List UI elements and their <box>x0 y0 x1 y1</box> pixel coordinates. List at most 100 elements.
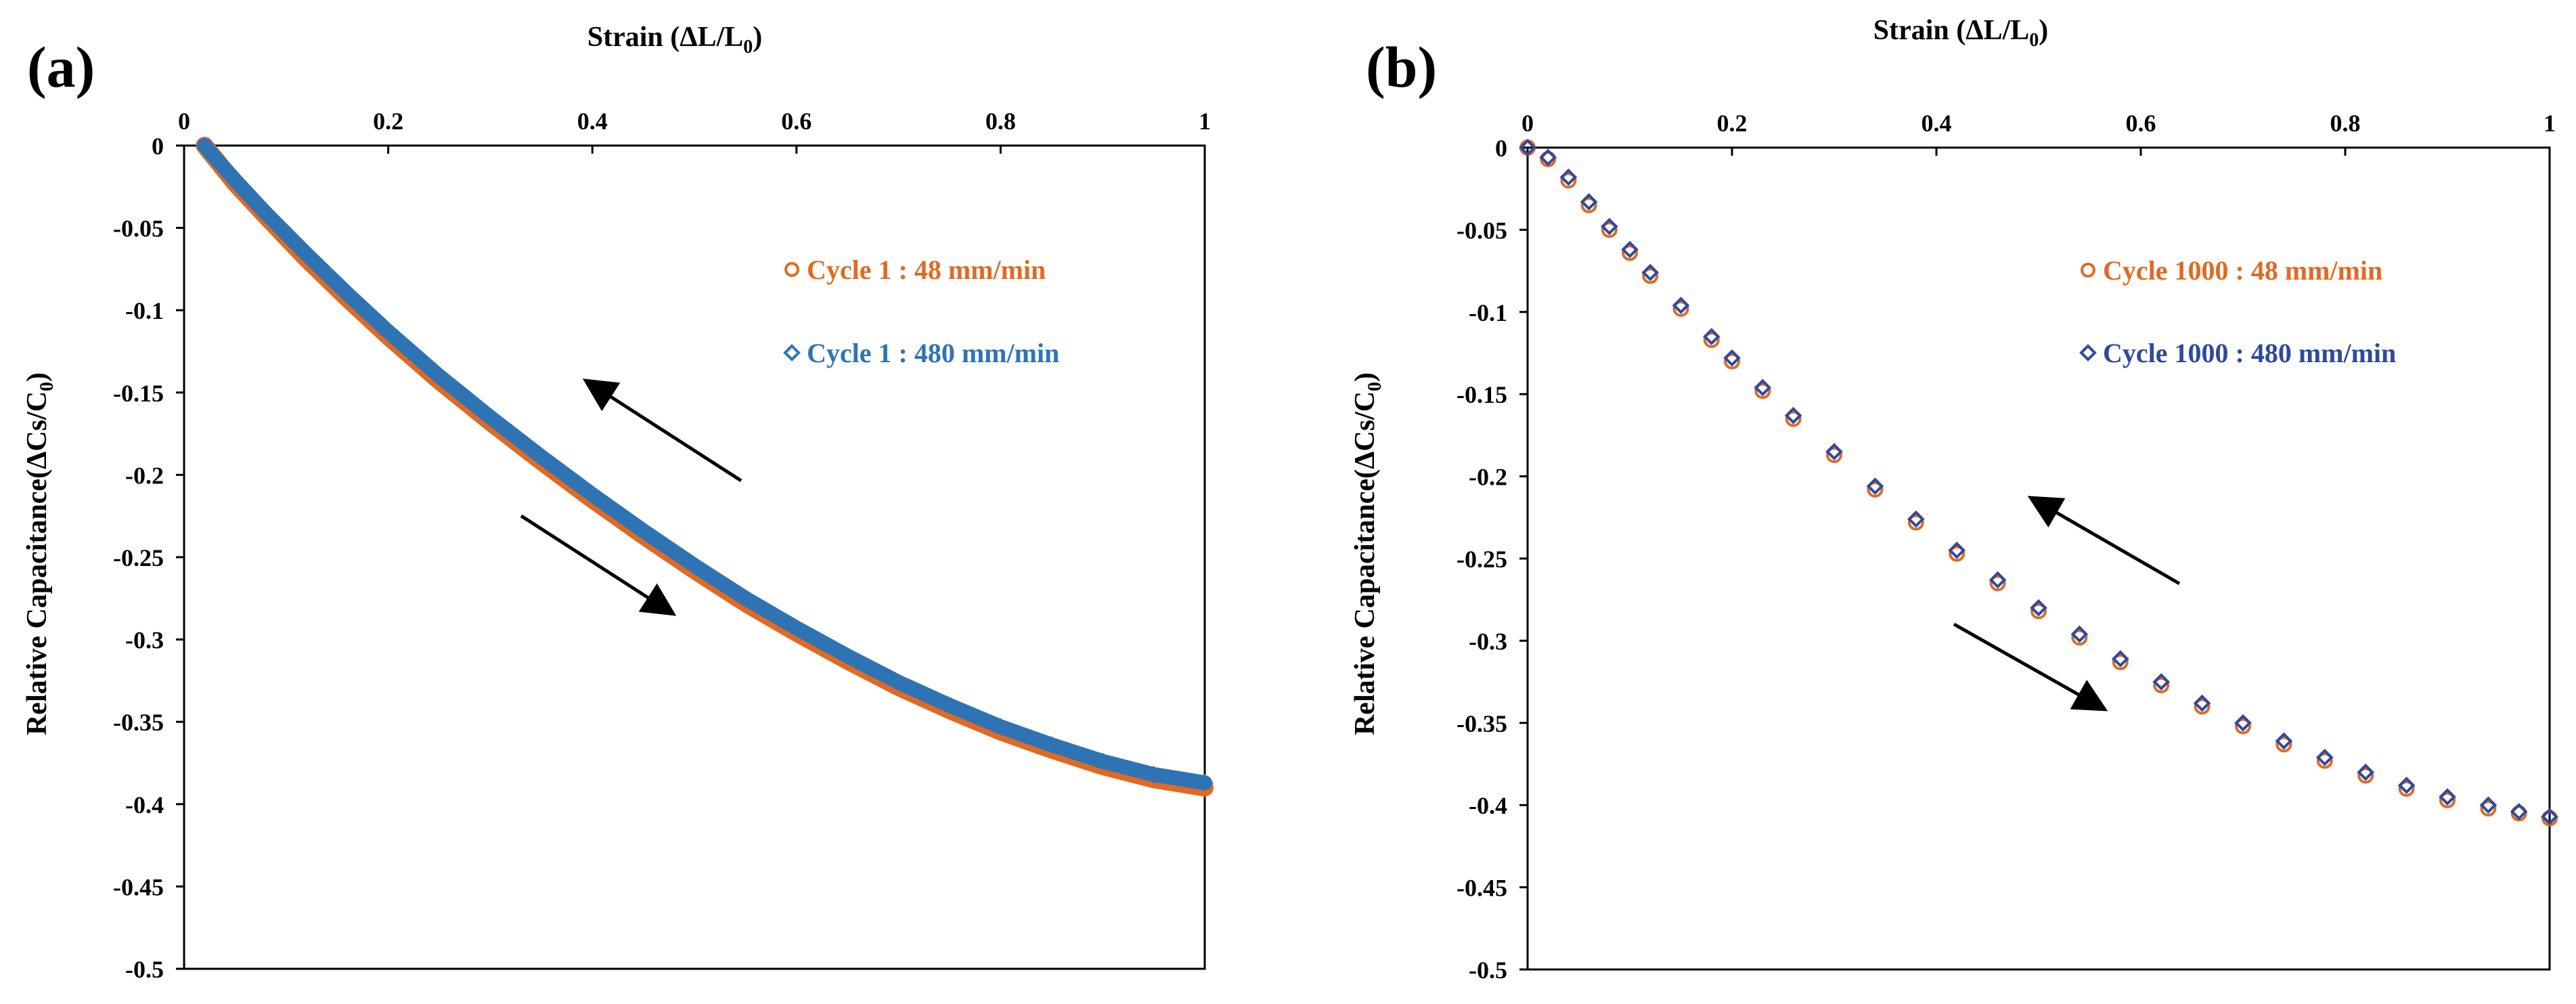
y-tick-label: 0 <box>152 133 164 160</box>
data-point <box>1580 193 1598 211</box>
data-point <box>1196 774 1214 792</box>
data-point <box>1867 481 1884 498</box>
legend-marker <box>2079 344 2097 362</box>
data-point <box>2398 780 2415 797</box>
data-point <box>1702 328 1720 346</box>
panel-label: (b) <box>1366 35 1437 100</box>
y-axis-title: Relative Capacitance(ΔCs/C0) <box>22 372 58 735</box>
data-point <box>1754 383 1771 399</box>
data-point <box>1601 221 1618 238</box>
data-point <box>1724 353 1740 370</box>
y-tick-label: -0.05 <box>113 215 164 242</box>
data-point <box>2479 796 2497 814</box>
data-point <box>1989 575 2006 592</box>
data-point <box>338 285 357 303</box>
legend-marker <box>783 344 801 362</box>
chart-panel-a: (a) Strain (ΔL/L0) Relative Capacitance(… <box>22 22 1214 983</box>
y-tick-label: -0.35 <box>113 709 164 736</box>
y-axis-title: Relative Capacitance(ΔCs/C0) <box>1350 372 1385 735</box>
data-point <box>532 448 550 466</box>
data-point <box>226 171 244 189</box>
data-point <box>430 367 448 385</box>
data-point <box>1519 139 1536 156</box>
series-layer <box>196 137 1214 797</box>
series-1 <box>196 137 1214 797</box>
x-tick-label: 0.2 <box>1717 110 1748 137</box>
data-point <box>839 647 857 665</box>
data-point <box>941 697 958 714</box>
data-point <box>889 674 908 691</box>
legend-item: Cycle 1000 : 48 mm/min <box>2081 255 2382 286</box>
series-trace <box>196 137 1214 797</box>
y-tick-label: -0.15 <box>1457 381 1507 408</box>
data-point <box>2030 599 2047 617</box>
data-point <box>2071 629 2088 646</box>
data-point <box>2030 603 2047 619</box>
legend-item: Cycle 1000 : 480 mm/min <box>2079 338 2396 368</box>
data-point <box>2112 653 2129 670</box>
data-point <box>2510 803 2528 821</box>
data-point <box>736 589 755 607</box>
series-2 <box>1519 139 2558 826</box>
x-tick-label: 1 <box>2544 110 2556 137</box>
x-tick-label: 0.6 <box>2126 110 2156 137</box>
y-tick-label: -0.2 <box>125 462 164 489</box>
y-tick-label: -0.05 <box>1457 217 1507 244</box>
data-point <box>1042 736 1061 754</box>
x-tick-label: 0.2 <box>373 108 403 135</box>
data-point <box>1641 263 1660 282</box>
plot-frame <box>1526 146 2551 971</box>
y-tick-label: 0 <box>1495 135 1507 162</box>
series-2 <box>196 137 1214 792</box>
data-point <box>481 408 499 427</box>
x-ticks: 0 0.2 0.4 0.6 0.8 1 <box>178 108 1211 154</box>
data-point <box>379 322 397 341</box>
y-ticks: 0 -0.05 -0.1 -0.15 -0.2 -0.25 -0.3 -0.35 -0.4 -0.… <box>1457 135 1528 984</box>
series-layer <box>1519 139 2558 827</box>
x-axis-title: Strain (ΔL/L0) <box>1873 15 2049 51</box>
data-point <box>1723 349 1741 367</box>
data-point <box>1989 571 2007 589</box>
y-tick-label: -0.5 <box>1469 957 1507 984</box>
data-point <box>1907 510 1925 528</box>
y-tick-label: -0.3 <box>1469 628 1507 655</box>
y-tick-label: -0.2 <box>1469 464 1507 491</box>
data-point <box>1539 148 1557 167</box>
y-tick-label: -0.45 <box>1457 875 1507 902</box>
y-tick-label: -0.15 <box>113 380 164 407</box>
data-point <box>2275 736 2292 753</box>
y-tick-label: -0.4 <box>1469 792 1507 819</box>
data-point <box>1907 514 1924 531</box>
data-point <box>2397 777 2416 794</box>
chart-panel-b: (b) Strain (ΔL/L0) Relative Capacitance(… <box>1350 15 2558 984</box>
series-1 <box>1519 139 2558 827</box>
data-point <box>2357 763 2375 781</box>
y-tick-label: -0.35 <box>1457 710 1507 737</box>
y-tick-label: -0.3 <box>125 627 164 654</box>
series-trace <box>197 138 1212 791</box>
data-point <box>1703 332 1720 349</box>
data-point <box>2316 752 2333 769</box>
data-point <box>2152 673 2171 691</box>
data-point <box>1622 244 1638 261</box>
data-point <box>2235 718 2251 735</box>
data-point <box>2275 732 2293 750</box>
y-tick-label: -0.1 <box>1469 299 1507 326</box>
stretch-arrow <box>520 514 677 616</box>
data-point <box>1672 300 1689 317</box>
x-ticks: 0 0.2 0.4 0.6 0.8 1 <box>1522 110 2556 156</box>
y-tick-label: -0.25 <box>113 544 164 571</box>
data-point <box>2357 767 2374 784</box>
x-tick-label: 0 <box>1522 110 1534 137</box>
release-arrow <box>582 378 742 483</box>
legend-marker <box>2081 263 2095 278</box>
data-point <box>298 245 315 263</box>
x-tick-label: 0.6 <box>781 108 812 135</box>
legend-label: Cycle 1000 : 48 mm/min <box>2103 255 2382 286</box>
data-point <box>2541 808 2558 826</box>
x-tick-label: 0 <box>178 108 190 135</box>
x-tick-label: 0.4 <box>577 108 608 135</box>
data-point <box>1094 752 1112 770</box>
data-point <box>1560 172 1577 189</box>
y-tick-label: -0.1 <box>125 297 164 324</box>
